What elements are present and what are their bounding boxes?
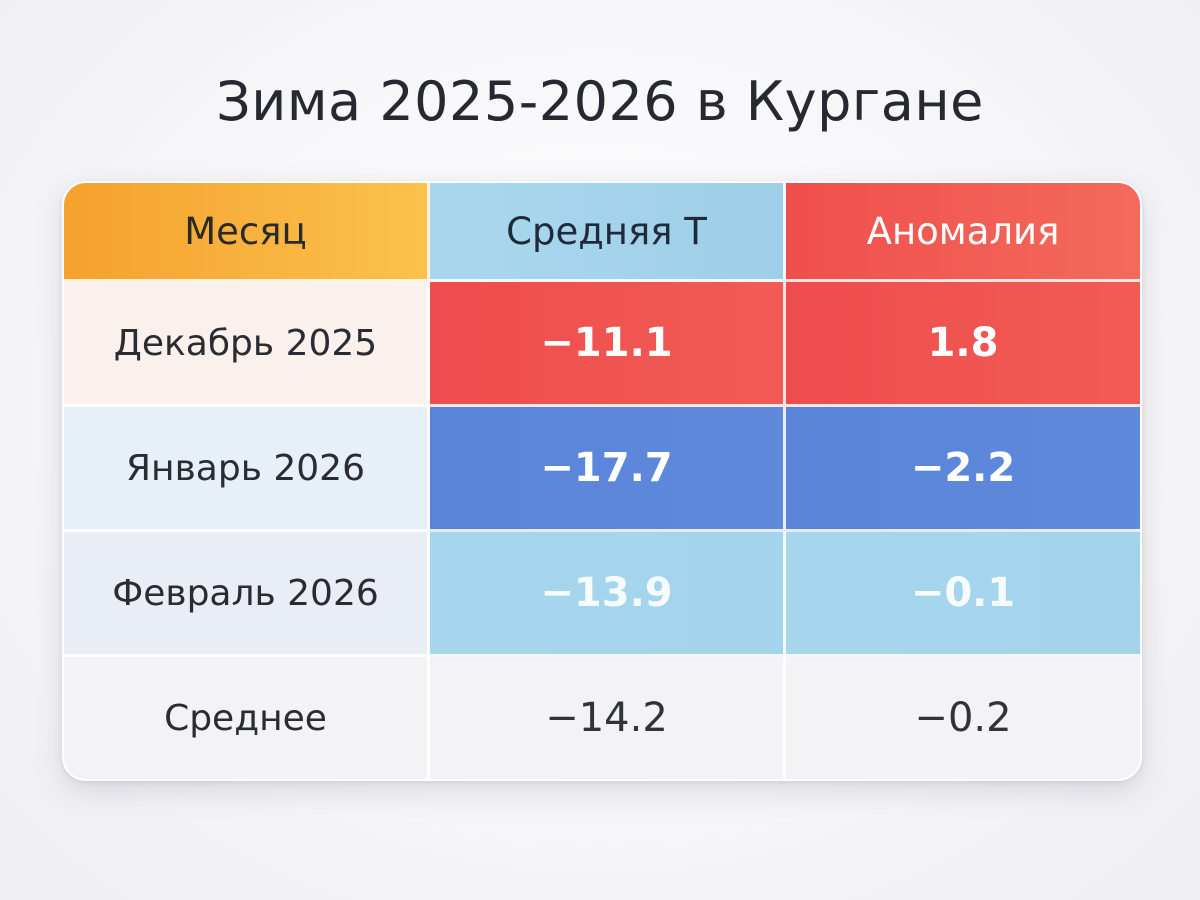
cell-average-avg: −14.2 [430,657,786,779]
cell-december-anomaly: 1.8 [786,282,1140,407]
cell-january-anomaly: −2.2 [786,407,1140,532]
row-label-february: Февраль 2026 [64,532,430,657]
data-table: Месяц Средняя Т Аномалия Декабрь 2025 −1… [62,181,1142,781]
column-header-month: Месяц [64,183,430,282]
cell-january-avg: −17.7 [430,407,786,532]
column-header-anomaly: Аномалия [786,183,1140,282]
column-header-avg-temp: Средняя Т [430,183,786,282]
row-label-average: Среднее [64,657,430,779]
row-label-december: Декабрь 2025 [64,282,430,407]
page-title: Зима 2025-2026 в Кургане [216,70,984,133]
cell-average-anomaly: −0.2 [786,657,1140,779]
row-label-january: Январь 2026 [64,407,430,532]
cell-december-avg: −11.1 [430,282,786,407]
cell-february-avg: −13.9 [430,532,786,657]
cell-february-anomaly: −0.1 [786,532,1140,657]
